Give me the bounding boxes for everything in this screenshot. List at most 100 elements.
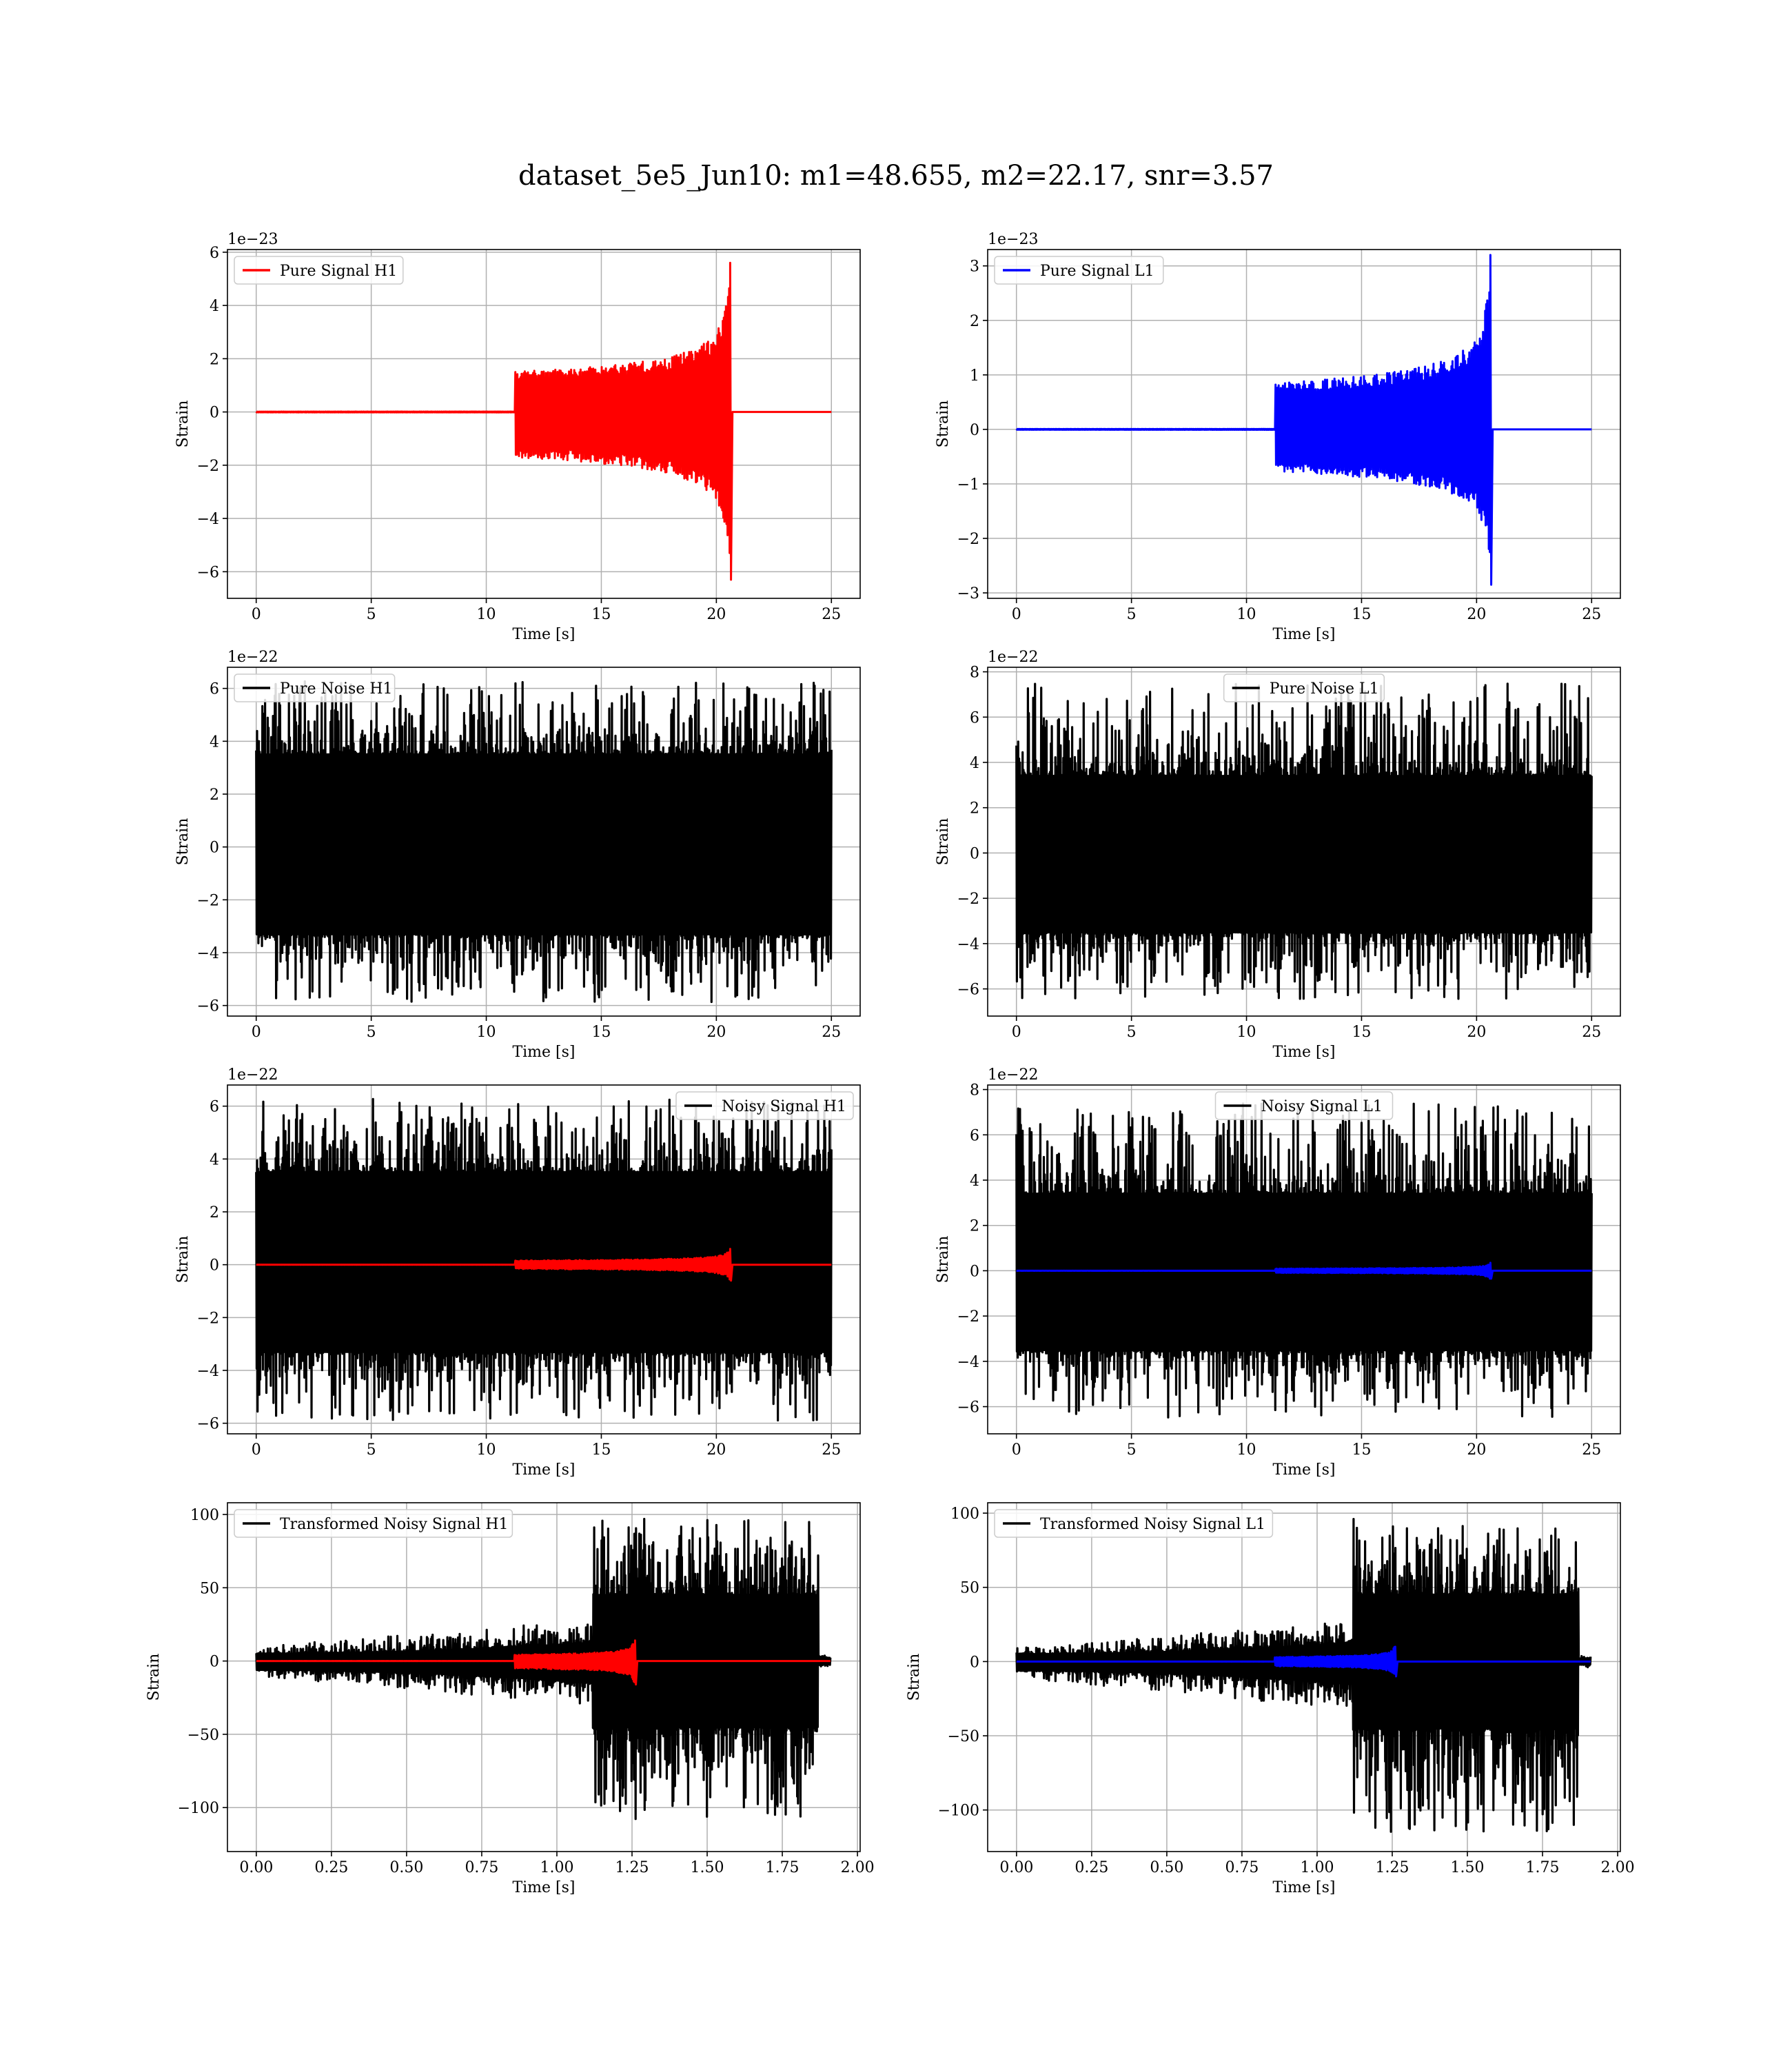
legend-label: Pure Noise L1 <box>1270 680 1379 698</box>
y-tick-label: −2 <box>957 891 979 908</box>
y-tick-label: 2 <box>970 1218 979 1235</box>
x-tick-label: 25 <box>1582 1441 1601 1459</box>
y-tick-label: −1 <box>957 476 979 494</box>
plot-area <box>1015 682 1593 1000</box>
series-line-noise-0 <box>1015 1102 1593 1419</box>
x-tick-label: 0.25 <box>1075 1859 1108 1876</box>
x-tick-label: 1.00 <box>540 1859 573 1876</box>
x-tick-label: 0.50 <box>1150 1859 1183 1876</box>
y-tick-label: −6 <box>197 564 219 581</box>
y-tick-label: 4 <box>970 1173 979 1190</box>
y-tick-label: 100 <box>950 1506 979 1523</box>
x-tick-label: 0 <box>1012 606 1021 623</box>
y-offset-label: 1e−22 <box>988 649 1038 666</box>
legend: Noisy Signal H1 <box>675 1091 854 1120</box>
series-line-noise-0 <box>255 680 833 1004</box>
y-tick-label: 2 <box>210 1204 219 1221</box>
x-tick-label: 10 <box>477 1024 496 1041</box>
y-axis-label: Strain <box>174 401 192 448</box>
x-tick-label: 15 <box>591 1441 611 1459</box>
y-tick-label: −4 <box>197 511 219 528</box>
y-tick-label: −50 <box>948 1728 979 1745</box>
x-tick-label: 20 <box>706 1024 726 1041</box>
plot-area <box>1015 1102 1593 1419</box>
y-tick-label: 4 <box>210 298 219 315</box>
legend-label: Transformed Noisy Signal H1 <box>280 1516 509 1533</box>
x-tick-label: 5 <box>367 606 376 623</box>
x-tick-label: 10 <box>477 606 496 623</box>
y-tick-label: −6 <box>957 982 979 999</box>
y-axis-label: Strain <box>935 1236 952 1284</box>
legend-box <box>994 1509 1274 1538</box>
x-axis-label: Time [s] <box>512 626 575 643</box>
x-tick-label: 0 <box>252 606 261 623</box>
series-line-whitened-0 <box>1015 1518 1592 1833</box>
x-tick-label: 20 <box>706 1441 726 1459</box>
x-tick-label: 1.50 <box>1451 1859 1485 1876</box>
x-tick-label: 0 <box>1012 1024 1021 1041</box>
legend: Noisy Signal L1 <box>1214 1091 1394 1120</box>
x-tick-label: 20 <box>1467 606 1486 623</box>
series-line-chirp-1 <box>256 1639 831 1686</box>
legend-label: Noisy Signal H1 <box>722 1098 846 1115</box>
x-tick-label: 10 <box>477 1441 496 1459</box>
x-tick-label: 5 <box>1127 1024 1137 1041</box>
legend-box <box>234 256 404 285</box>
y-tick-label: 3 <box>970 258 979 276</box>
x-tick-label: 5 <box>1127 606 1137 623</box>
axes-frame <box>227 1084 861 1435</box>
series-line-chirp-0 <box>1015 254 1592 586</box>
legend-box <box>1214 1091 1394 1120</box>
x-tick-label: 0 <box>1012 1441 1021 1459</box>
y-axis-label: Strain <box>174 818 192 866</box>
plot-area <box>255 1097 833 1422</box>
x-tick-label: 10 <box>1237 1441 1256 1459</box>
y-tick-label: −50 <box>187 1727 219 1744</box>
legend: Pure Signal L1 <box>994 256 1164 285</box>
x-tick-label: 1.25 <box>1376 1859 1409 1876</box>
y-tick-label: 8 <box>970 1082 979 1099</box>
y-tick-label: −4 <box>957 936 979 953</box>
x-tick-label: 0 <box>252 1024 261 1041</box>
subplot-noisy-signal-h1: 0 5 10 15 20 25 −6 −4 −2 0 2 4 6 Time [s] Strain 1e−22 N… <box>174 1066 861 1479</box>
y-tick-label: 2 <box>970 313 979 330</box>
x-tick-label: 1.25 <box>615 1859 649 1876</box>
subplot-pure-signal-h1: 0 5 10 15 20 25 −6 −4 −2 0 2 4 6 Time [s] Strain 1e−23P… <box>174 231 861 643</box>
y-tick-label: 6 <box>970 1127 979 1144</box>
subplot-pure-noise-h1: 0 5 10 15 20 25 −6 −4 −2 0 2 4 6 Time [s] Strain 1e−22P… <box>174 649 861 1061</box>
x-tick-label: 10 <box>1237 1024 1256 1041</box>
y-tick-label: 4 <box>210 733 219 751</box>
y-tick-label: −4 <box>197 945 219 962</box>
y-tick-label: 1 <box>970 367 979 385</box>
legend-label: Pure Signal L1 <box>1040 263 1154 280</box>
y-tick-label: −6 <box>197 998 219 1015</box>
y-axis-label: Strain <box>906 1654 923 1701</box>
subplot-pure-noise-l1: 0 5 10 15 20 25 −6 −4 −2 0 2 4 6 8 Time [s] Strain 1e−22… <box>935 649 1621 1061</box>
axes-frame <box>987 1084 1621 1435</box>
y-tick-label: 4 <box>210 1151 219 1168</box>
x-tick-label: 5 <box>1127 1441 1137 1459</box>
subplot-transformed-h1: 0.00 0.25 0.50 0.75 1.00 1.25 1.50 1.75 2.00 −100… <box>145 1502 875 1896</box>
x-tick-label: 20 <box>1467 1441 1486 1459</box>
plot-area <box>1015 1518 1592 1833</box>
x-tick-label: 0.00 <box>999 1859 1033 1876</box>
x-tick-label: 0.75 <box>1225 1859 1259 1876</box>
axes-frame <box>987 667 1621 1017</box>
y-tick-label: 0 <box>210 840 219 857</box>
x-axis-label: Time [s] <box>512 1044 575 1061</box>
legend-label: Noisy Signal L1 <box>1261 1098 1383 1115</box>
legend-box <box>994 256 1164 285</box>
legend-box <box>675 1091 854 1120</box>
y-offset-label: 1e−22 <box>227 649 278 666</box>
series-line-chirp-1 <box>1016 1261 1592 1280</box>
x-tick-label: 15 <box>1352 1024 1371 1041</box>
y-tick-label: 2 <box>970 800 979 818</box>
y-tick-label: 50 <box>200 1580 219 1597</box>
y-tick-label: −100 <box>938 1803 979 1820</box>
y-offset-label: 1e−22 <box>988 1066 1038 1084</box>
y-tick-label: −6 <box>197 1416 219 1433</box>
y-tick-label: 2 <box>210 787 219 804</box>
x-tick-label: 25 <box>822 606 841 623</box>
legend-box <box>1223 673 1385 702</box>
